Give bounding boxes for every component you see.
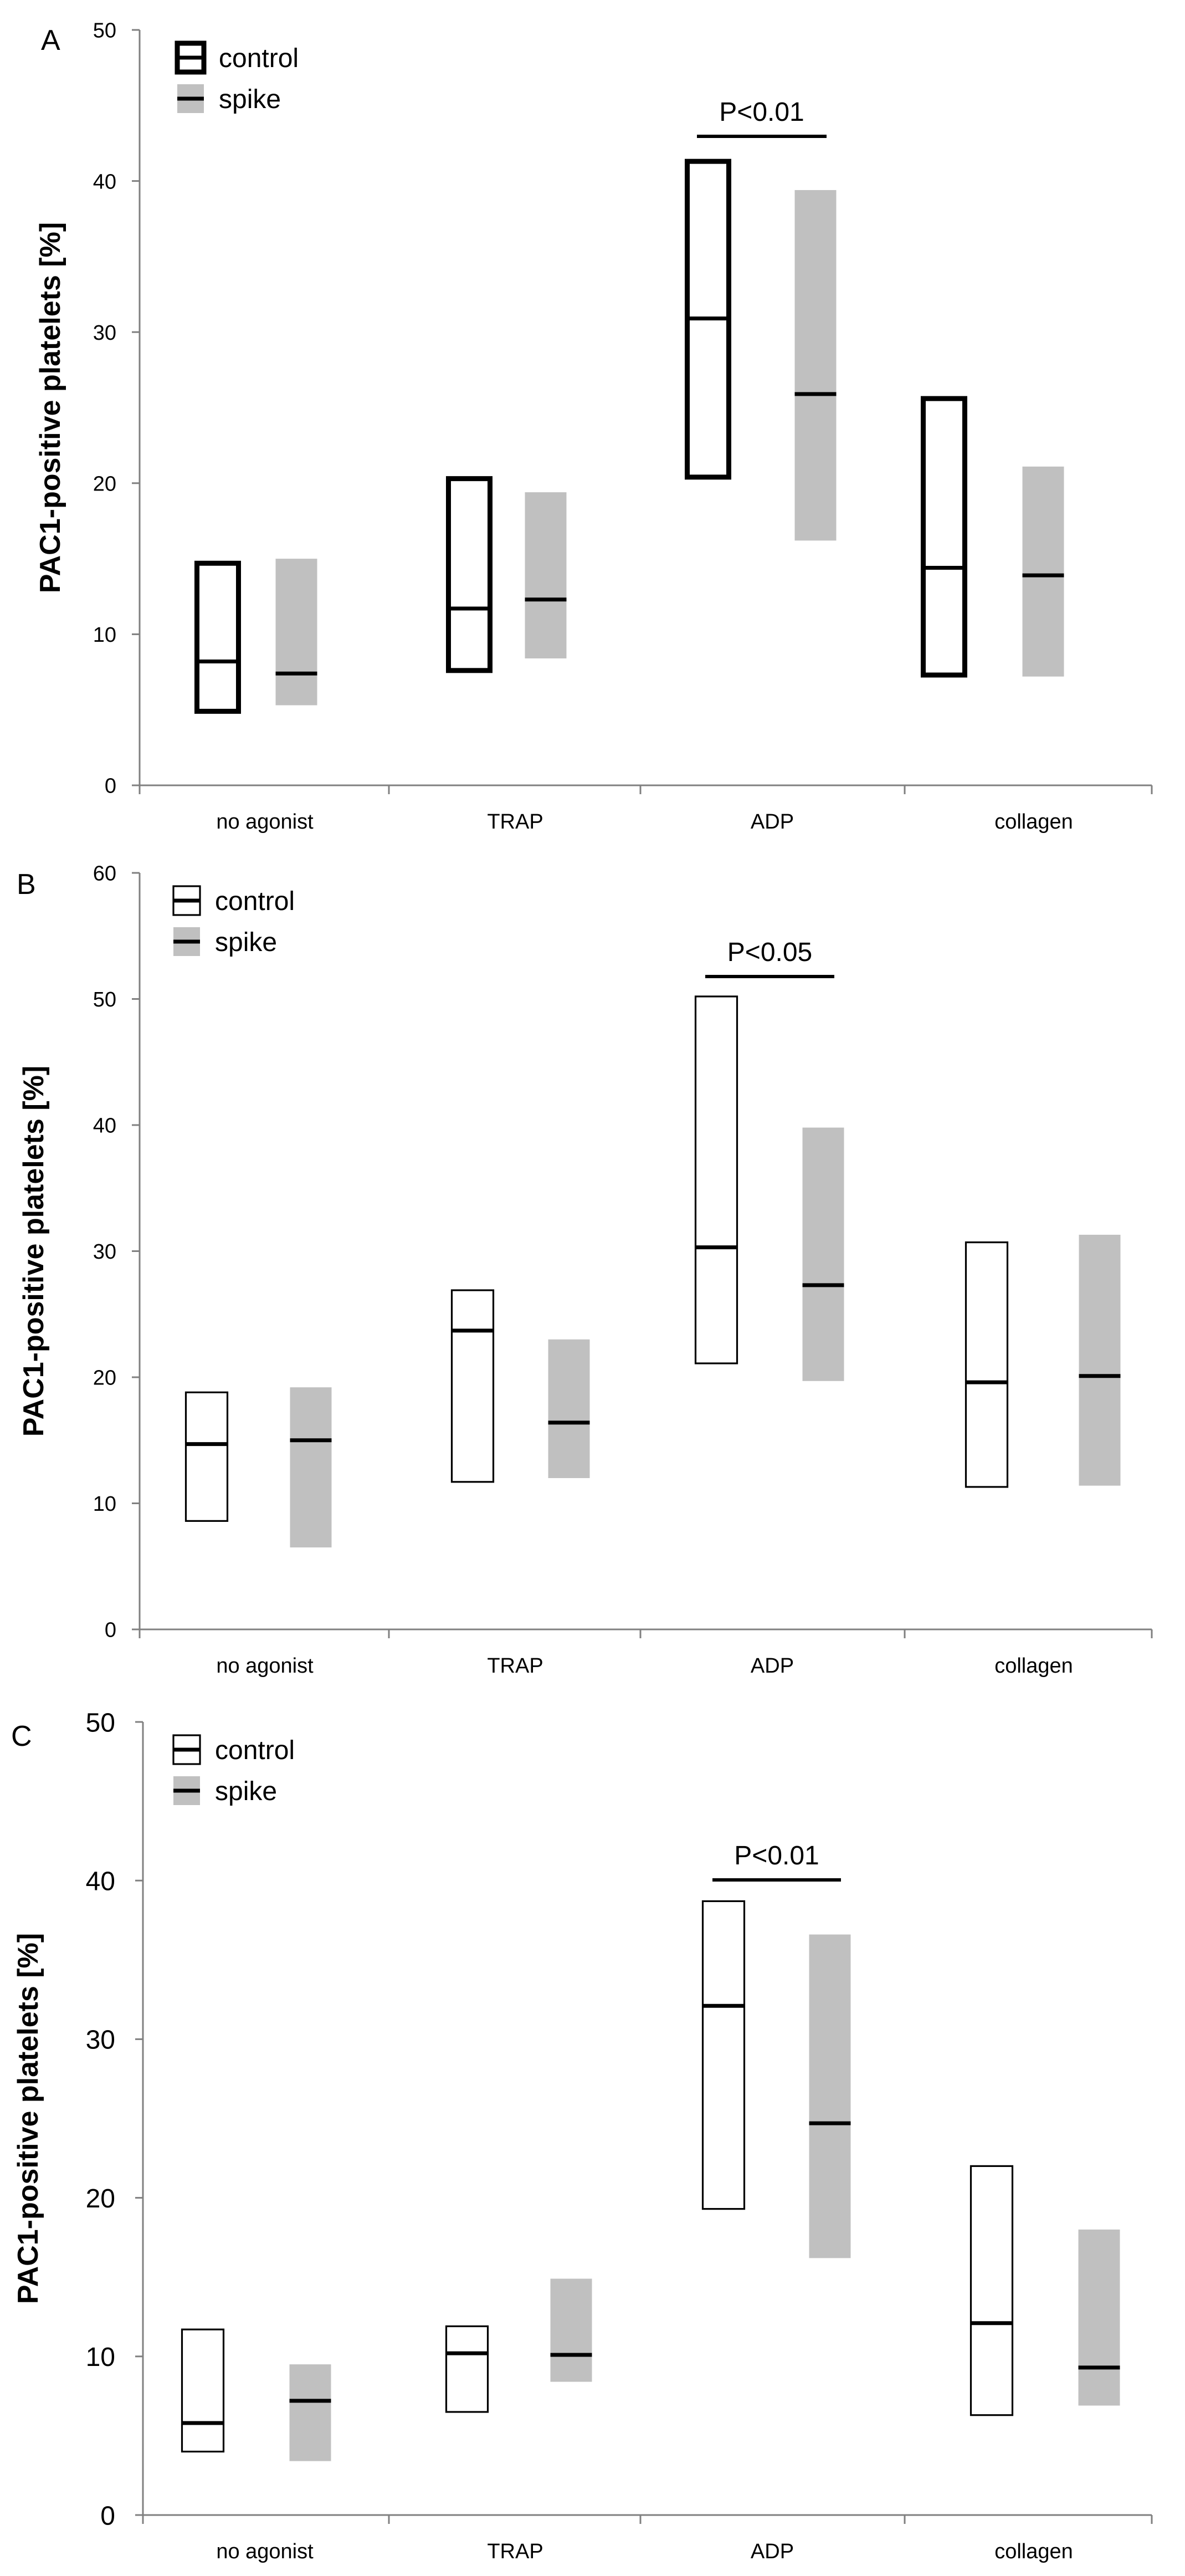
panel-c-letter: C — [11, 1720, 32, 1752]
panel-c-y-tick-label: 0 — [100, 2501, 115, 2531]
panel-a-control-box — [194, 560, 241, 714]
panel-a-significance-label: P<0.01 — [719, 98, 804, 127]
panel-c-control-box — [445, 2325, 489, 2413]
panel-a-control-box — [921, 396, 967, 678]
panel-b-category-label: TRAP — [487, 1654, 543, 1678]
panel-b-y-axis-label: PAC1-positive platelets [%] — [18, 1066, 50, 1437]
panel-b-y-tick-label: 10 — [93, 1493, 116, 1516]
panel-a-letter: A — [41, 24, 60, 57]
panel-a-spike-box — [525, 492, 567, 659]
panel-b-y-tick-label: 40 — [93, 1115, 116, 1138]
panel-b-significance-label: P<0.05 — [727, 938, 812, 967]
panel-a-y-tick-label: 50 — [93, 19, 116, 43]
panel-c-y-tick-label: 40 — [86, 1867, 115, 1896]
panel-b-y-tick-label: 30 — [93, 1240, 116, 1264]
panel-b-y-tick-label: 50 — [93, 988, 116, 1011]
panel-b-control-box — [450, 1289, 495, 1483]
panel-b-letter: B — [17, 868, 36, 901]
panel-c-spike-box — [1078, 2229, 1120, 2406]
panel-a-y-axis-label: PAC1-positive platelets [%] — [34, 222, 66, 593]
panel-b-category-label: collagen — [994, 1654, 1073, 1678]
panel-b-category-label: no agonist — [216, 1654, 314, 1678]
panel-c-y-tick-label: 10 — [86, 2343, 115, 2372]
panel-a-spike-box — [275, 559, 317, 706]
panel-b-control-box — [694, 995, 738, 1364]
panel-b-legend-spike-label: spike — [215, 928, 277, 957]
panel-c-significance-label: P<0.01 — [734, 1841, 819, 1870]
panel-c-legend-spike-label: spike — [215, 1777, 277, 1806]
panel-a-y-tick-label: 30 — [93, 321, 116, 345]
panel-a-category-label: no agonist — [216, 810, 314, 834]
panel-b-y-tick-label: 60 — [93, 862, 116, 886]
panel-c-category-label: ADP — [751, 2540, 794, 2563]
panel-a-category-label: collagen — [994, 810, 1073, 834]
panel-a-category-label: ADP — [751, 810, 794, 834]
panel-a-y-tick-label: 10 — [93, 623, 116, 647]
panel-b-spike-box — [548, 1339, 590, 1478]
panel-c-y-tick-label: 20 — [86, 2184, 115, 2214]
panel-c-y-tick-label: 30 — [86, 2026, 115, 2055]
panel-c-legend-control-label: control — [215, 1736, 295, 1765]
panel-c-spike-box — [809, 1934, 851, 2258]
panel-c-control-box — [969, 2165, 1014, 2416]
panel-a-y-tick-label: 40 — [93, 170, 116, 193]
panel-a-y-tick-label: 20 — [93, 472, 116, 495]
panel-c-control-box — [181, 2328, 225, 2453]
panel-b-legend-control-label: control — [215, 887, 295, 916]
panel-b-category-label: ADP — [751, 1654, 794, 1678]
panel-c-category-label: no agonist — [216, 2540, 314, 2563]
panel-a-spike-box — [1022, 466, 1064, 677]
panel-b-spike-box — [290, 1387, 332, 1548]
panel-a-control-box — [446, 476, 493, 673]
panel-c-y-axis-label: PAC1-positive platelets [%] — [12, 1933, 44, 2304]
panel-a-y-tick-label: 0 — [105, 775, 116, 798]
panel-b-y-tick-label: 0 — [105, 1619, 116, 1642]
panel-a-category-label: TRAP — [487, 810, 543, 834]
panel-c-category-label: TRAP — [487, 2540, 543, 2563]
panel-c-spike-box — [289, 2364, 331, 2461]
panel-c-control-box — [701, 1900, 746, 2210]
panel-b-spike-box — [802, 1127, 844, 1381]
panel-a-legend-control-label: control — [219, 44, 299, 73]
panel-c-spike-box — [550, 2278, 592, 2382]
panel-b-y-tick-label: 20 — [93, 1367, 116, 1390]
panel-b-spike-box — [1079, 1234, 1121, 1486]
panel-c-y-tick-label: 50 — [86, 1708, 115, 1737]
panel-b-control-box — [184, 1391, 229, 1522]
panel-b-control-box — [965, 1241, 1009, 1488]
panel-a-spike-box — [794, 190, 837, 541]
panel-c-category-label: collagen — [994, 2540, 1073, 2563]
panel-a-legend-spike-label: spike — [219, 85, 281, 114]
